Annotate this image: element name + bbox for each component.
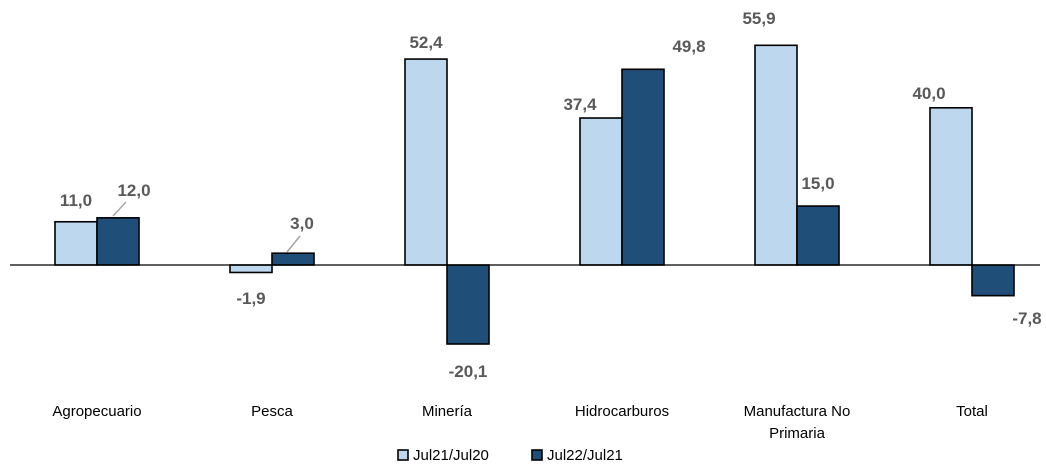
category-label-line: Minería	[422, 403, 473, 420]
bar-total-jul21-jul20	[929, 107, 973, 266]
category-labels: Agropecuario Pesca Minería Hidrocarburos Man…	[52, 403, 987, 442]
bars-layer	[54, 44, 1015, 345]
legend-label-jul22-jul21: Jul22/Jul21	[547, 447, 623, 464]
bar-agropecuario-jul21-jul20	[54, 220, 98, 266]
data-label-pesca-jul22-jul21: 3,0	[290, 214, 314, 233]
category-label-manufactura-no-primaria: Manufactura No Primaria	[744, 403, 851, 442]
leader-agropecuario-jul22-jul21	[112, 201, 127, 217]
bar-manufactura-no-primaria-jul22-jul21	[796, 205, 840, 266]
data-label-pesca-jul21-jul20: -1,9	[236, 289, 265, 308]
data-label-manufactura-no-primaria-jul22-jul21: 15,0	[801, 174, 834, 193]
bar-total-jul22-jul21	[971, 264, 1015, 297]
data-label-mineria-jul21-jul20: 52,4	[409, 33, 443, 52]
category-label-line: Pesca	[251, 403, 293, 420]
data-label-agropecuario-jul21-jul20: 11,0	[60, 191, 92, 210]
bar-manufactura-no-primaria-jul21-jul20	[754, 44, 798, 266]
bar-mineria-jul21-jul20	[404, 58, 448, 266]
legend: Jul21/Jul20 Jul22/Jul21	[397, 447, 623, 464]
data-label-hidrocarburos-jul21-jul20: 37,4	[563, 95, 597, 114]
data-label-total-jul22-jul21: -7,8	[1012, 309, 1041, 328]
category-label-pesca: Pesca	[251, 403, 293, 420]
category-label-mineria: Minería	[422, 403, 473, 420]
data-label-hidrocarburos-jul22-jul21: 49,8	[672, 37, 705, 56]
category-label-line: Primaria	[769, 425, 825, 442]
category-label-line: Agropecuario	[52, 403, 141, 420]
category-label-agropecuario: Agropecuario	[52, 403, 141, 420]
bar-mineria-jul22-jul21	[446, 264, 490, 345]
data-label-mineria-jul22-jul21: -20,1	[449, 362, 488, 381]
leader-pesca-jul22-jul21	[286, 235, 301, 253]
bar-pesca-jul21-jul20	[229, 264, 273, 274]
bar-hidrocarburos-jul21-jul20	[579, 117, 623, 266]
data-labels: 11,0 12,0 -1,9 3,0 52,4 -20,1 37,4 49,8 55,9 15,0…	[60, 9, 1042, 381]
leader-lines	[112, 201, 301, 253]
category-label-line: Manufactura No	[744, 403, 851, 420]
category-label-total: Total	[956, 403, 988, 420]
category-label-line: Total	[956, 403, 988, 420]
bar-hidrocarburos-jul22-jul21	[621, 68, 665, 266]
legend-swatch-jul22-jul21	[531, 449, 543, 461]
data-label-total-jul21-jul20: 40,0	[912, 84, 945, 103]
data-label-manufactura-no-primaria-jul21-jul20: 55,9	[742, 9, 775, 28]
data-label-agropecuario-jul22-jul21: 12,0	[117, 181, 150, 200]
bar-agropecuario-jul22-jul21	[96, 217, 140, 266]
legend-label-jul21-jul20: Jul21/Jul20	[413, 447, 489, 464]
bar-pesca-jul22-jul21	[271, 252, 315, 266]
category-label-line: Hidrocarburos	[575, 403, 669, 420]
legend-swatch-jul21-jul20	[397, 449, 409, 461]
category-label-hidrocarburos: Hidrocarburos	[575, 403, 669, 420]
